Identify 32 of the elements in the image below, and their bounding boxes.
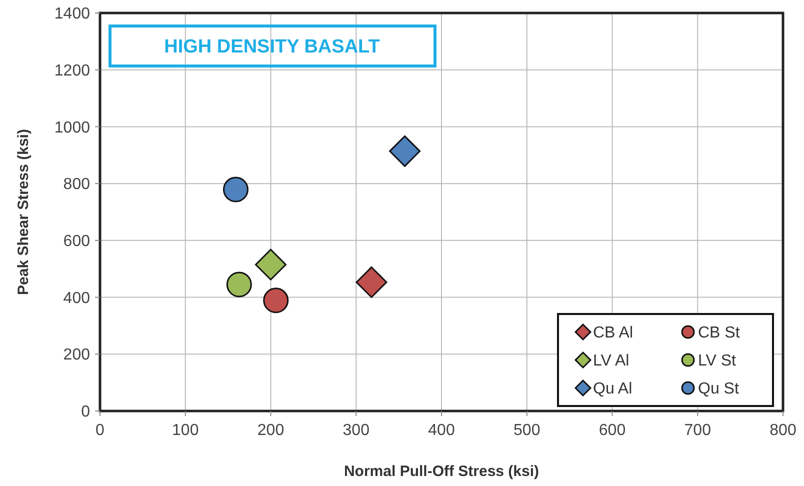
- point: [356, 266, 388, 298]
- point: [226, 272, 252, 298]
- legend-label: Qu Al: [593, 380, 632, 398]
- x-tick-label: 400: [428, 422, 455, 439]
- y-tick-label: 200: [63, 346, 90, 364]
- x-tick-label: 100: [172, 422, 199, 439]
- x-tick-label: 600: [598, 422, 626, 439]
- x-tick-label: 500: [514, 422, 540, 439]
- y-tick-label: 400: [63, 290, 90, 307]
- x-tick-label: 700: [684, 422, 712, 439]
- point: [389, 135, 421, 167]
- y-tick-label: 800: [63, 176, 90, 194]
- legend-label: LV St: [698, 352, 736, 370]
- y-tick-label: 1400: [54, 6, 90, 23]
- y-tick-label: 600: [63, 233, 90, 250]
- x-tick-label: 800: [770, 422, 796, 439]
- legend-label: Qu St: [698, 380, 740, 398]
- point: [255, 248, 286, 280]
- y-axis-title: Peak Shear Stress (ksi): [15, 129, 32, 295]
- legend-label: CB Al: [593, 324, 634, 342]
- point: [222, 176, 248, 202]
- x-tick-label: 200: [257, 422, 284, 439]
- x-tick-label: 300: [342, 422, 370, 439]
- point: [263, 288, 289, 314]
- x-tick-label: 0: [96, 422, 105, 439]
- y-tick-label: 0: [81, 404, 90, 421]
- y-tick-label: 1000: [54, 119, 90, 136]
- legend-label: LV Al: [593, 352, 630, 370]
- text: HIGH DENSITY BASALT: [164, 36, 380, 58]
- y-tick-label: 1200: [54, 62, 90, 80]
- legend-label: CB St: [698, 324, 740, 342]
- x-axis-title: Normal Pull-Off Stress (ksi): [344, 463, 540, 480]
